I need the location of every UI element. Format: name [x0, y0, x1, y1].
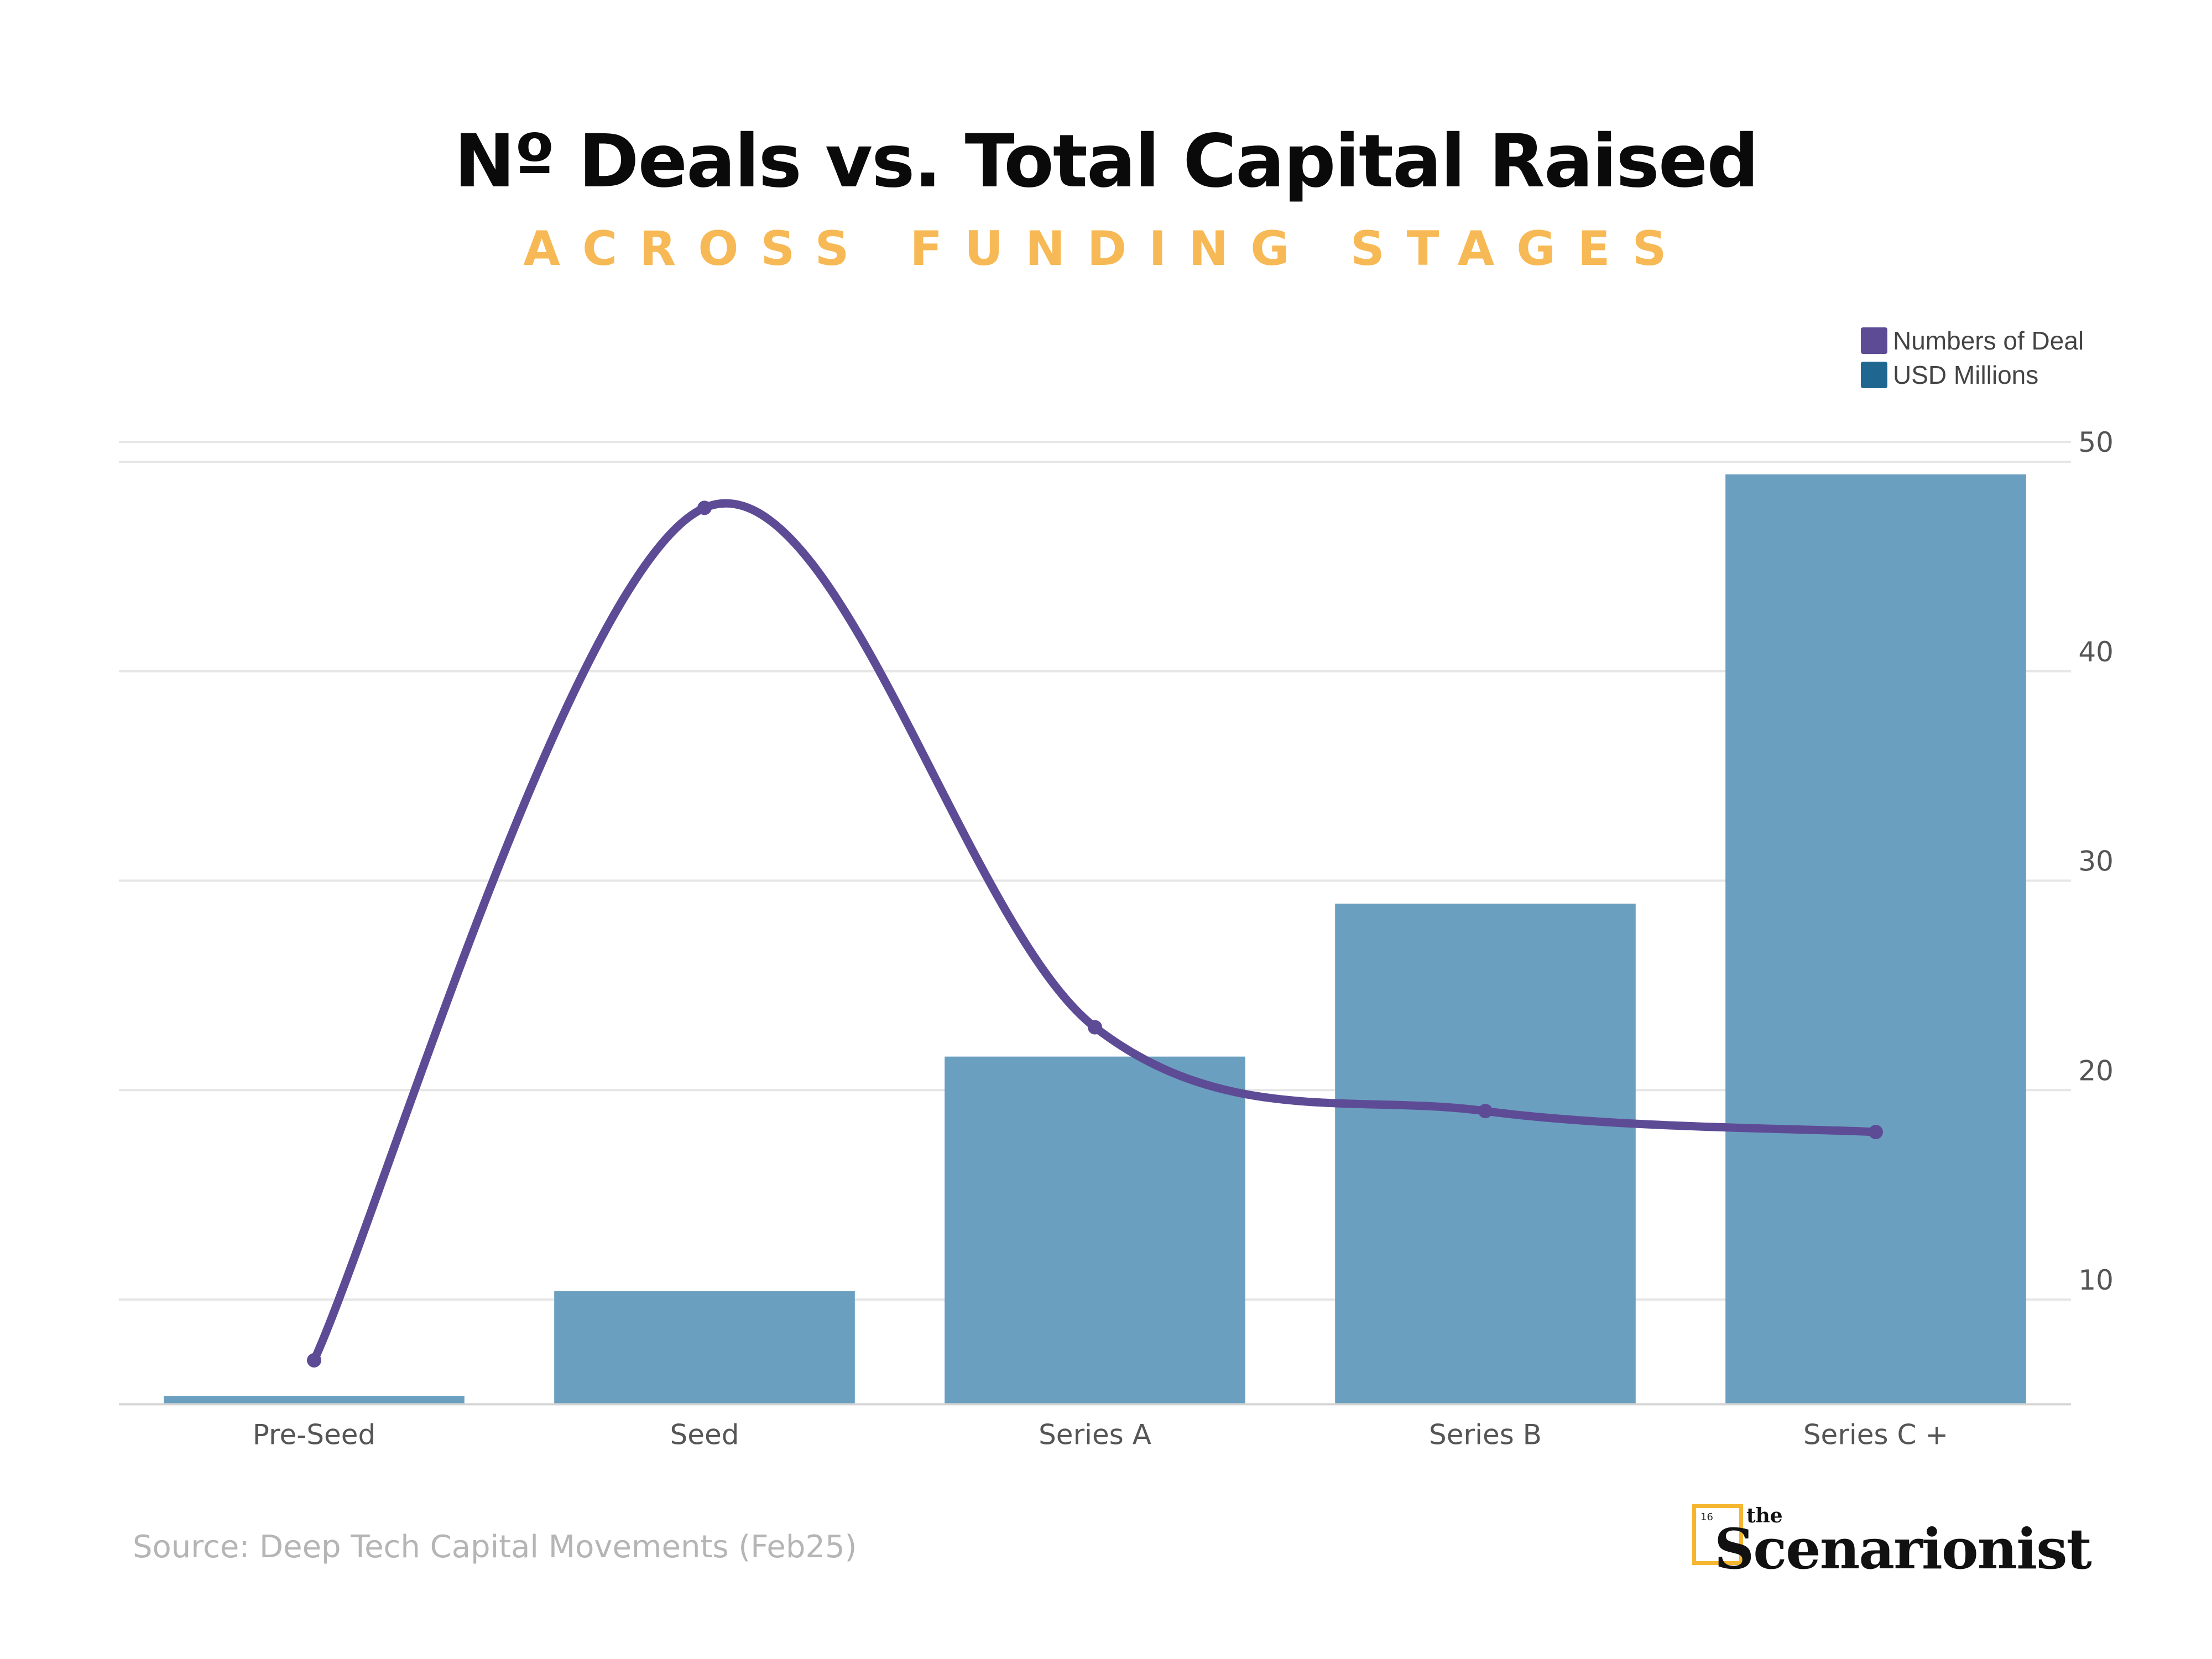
- bar-seed: [554, 1291, 855, 1405]
- logo-frame: 16: [1692, 1504, 1743, 1565]
- x-tick-label-pre-seed: Pre-Seed: [253, 1418, 376, 1451]
- logo-number: 16: [1700, 1511, 1713, 1523]
- chart-title: Nº Deals vs. Total Capital Raised: [454, 119, 1759, 204]
- legend-swatch-deals: [1861, 327, 1887, 354]
- bar-series-c-: [1725, 474, 2026, 1405]
- legend-label-usd: USD Millions: [1893, 361, 2039, 389]
- deals-line: [310, 499, 1880, 1365]
- deals-point-seed: [697, 500, 712, 515]
- chart-subtitle: ACROSS FUNDING STAGES: [523, 221, 1689, 276]
- chart-legend: Numbers of Deal USD Millions: [1861, 324, 2084, 392]
- x-tick-label-series-c-: Series C +: [1803, 1418, 1948, 1451]
- deals-point-series-a: [1088, 1020, 1102, 1035]
- scenarionist-logo: 16 the Scenarionist: [1692, 1504, 2092, 1582]
- deals-point-series-b: [1478, 1104, 1493, 1119]
- x-tick-label-series-b: Series B: [1429, 1418, 1542, 1451]
- legend-item-deals: Numbers of Deal: [1861, 324, 2084, 358]
- deals-point-pre-seed: [307, 1353, 321, 1368]
- bar-pre-seed: [164, 1396, 465, 1405]
- logo-the-text: the: [1746, 1504, 1783, 1527]
- y-tick-label-40: 40: [2078, 636, 2114, 668]
- source-note: Source: Deep Tech Capital Movements (Feb…: [133, 1529, 857, 1565]
- bar-series-a: [945, 1056, 1245, 1405]
- legend-item-usd: USD Millions: [1861, 358, 2084, 392]
- x-tick-label-series-a: Series A: [1039, 1418, 1151, 1451]
- legend-label-deals: Numbers of Deal: [1893, 326, 2084, 355]
- bar-series-b: [1335, 904, 1636, 1405]
- logo-wordmark: Scenarionist: [1714, 1516, 2092, 1582]
- y-tick-label-10: 10: [2078, 1264, 2114, 1296]
- y-tick-label-50: 50: [2078, 426, 2114, 458]
- deals-point-series-c-: [1869, 1125, 1883, 1139]
- x-tick-label-seed: Seed: [670, 1418, 739, 1451]
- y-tick-label-30: 30: [2078, 846, 2114, 878]
- y-tick-label-20: 20: [2078, 1055, 2114, 1087]
- legend-swatch-usd: [1861, 362, 1887, 388]
